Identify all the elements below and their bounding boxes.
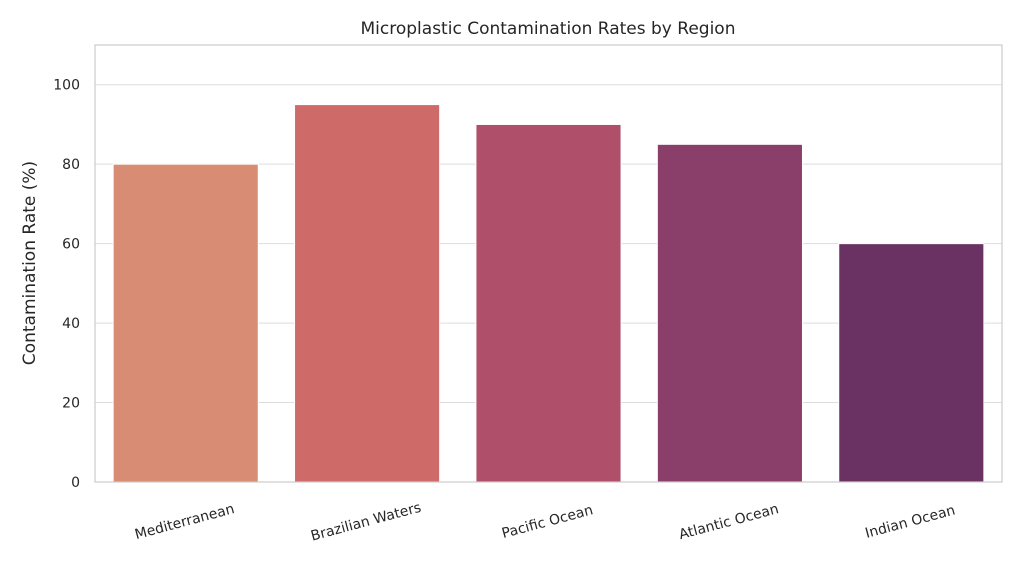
x-tick-label: Pacific Ocean (500, 502, 595, 542)
chart-title: Microplastic Contamination Rates by Regi… (361, 19, 736, 39)
y-tick-label: 20 (62, 396, 80, 412)
y-tick-label: 60 (62, 237, 80, 253)
x-tick-labels: Mediterranean Brazilian Waters Pacific Oce… (133, 500, 957, 545)
bar (656, 143, 803, 483)
y-axis-label: Contamination Rate (%) (20, 161, 40, 365)
y-tick-label: 100 (53, 78, 80, 94)
x-tick-label: Brazilian Waters (309, 500, 423, 545)
x-tick-label: Atlantic Ocean (677, 501, 780, 543)
bar (475, 123, 622, 483)
x-tick-label: Indian Ocean (864, 502, 957, 541)
bar (294, 104, 441, 483)
x-tick-label: Mediterranean (133, 501, 236, 543)
y-tick-labels: 0 20 40 60 80 100 (53, 78, 80, 491)
y-tick-label: 80 (62, 157, 80, 173)
bar (112, 163, 259, 483)
y-tick-label: 0 (71, 475, 80, 491)
plot-frame (94, 44, 1003, 483)
y-tick-label: 40 (62, 316, 80, 332)
bars (112, 104, 985, 483)
bar (838, 243, 985, 483)
